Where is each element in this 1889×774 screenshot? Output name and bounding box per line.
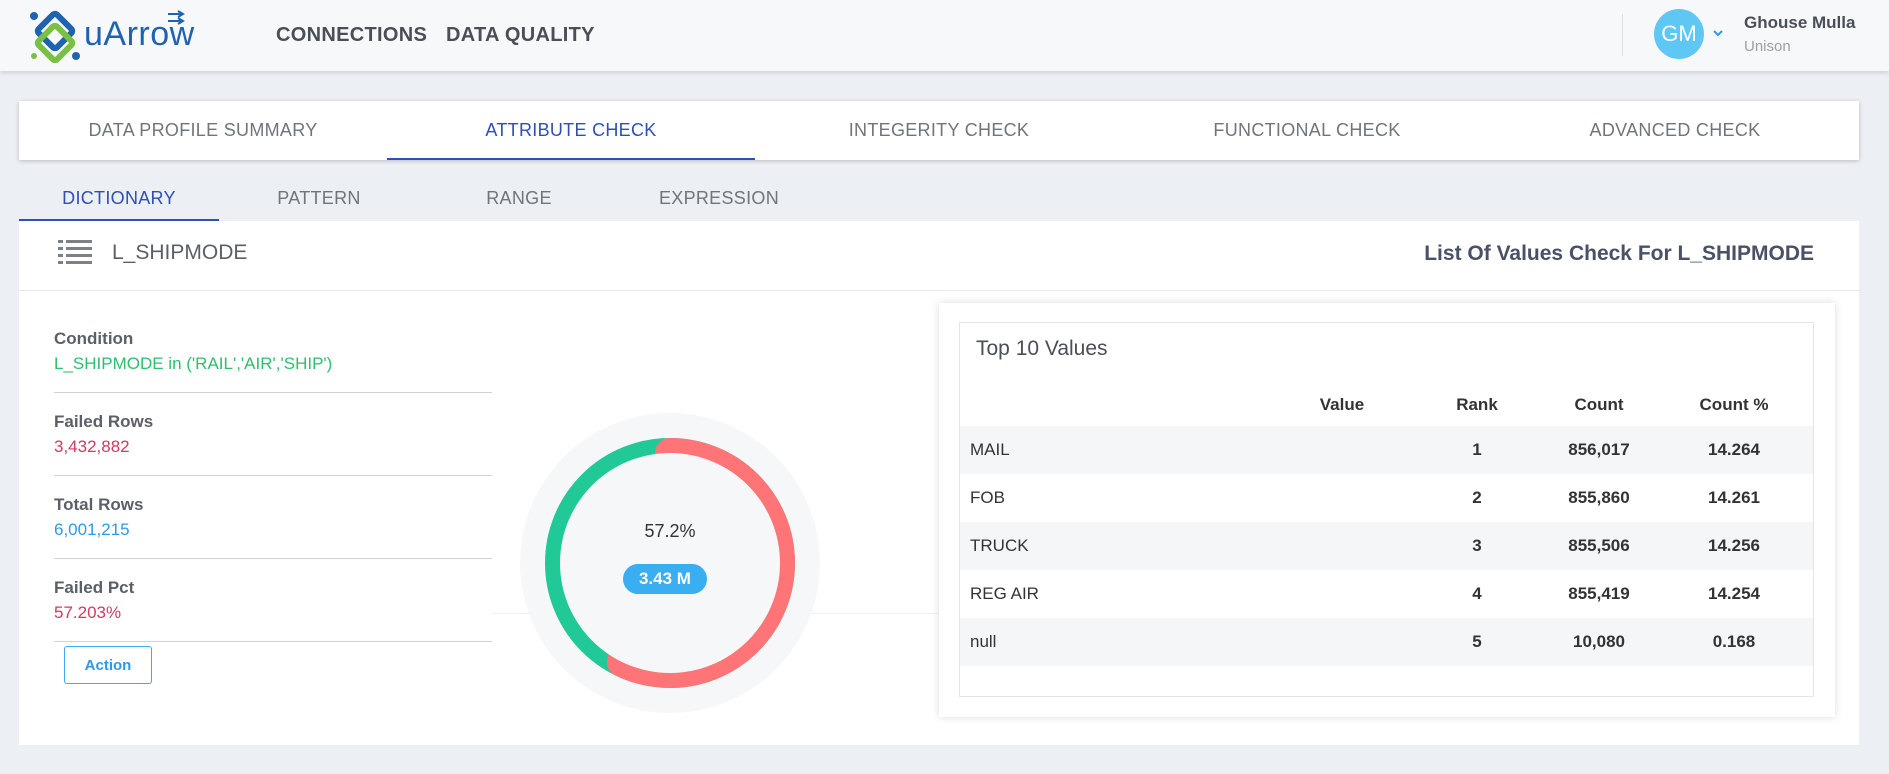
- stat-label: Failed Pct: [54, 578, 135, 597]
- chevron-down-icon[interactable]: [1711, 26, 1725, 40]
- divider: [54, 475, 492, 476]
- logo-mark-icon: [30, 10, 80, 64]
- column-header-rank[interactable]: Rank: [1456, 395, 1498, 414]
- cell-count: 855,419: [1568, 584, 1630, 603]
- table-row[interactable]: FOB 2 855,860 14.261: [960, 474, 1813, 522]
- stat-label: Total Rows: [54, 495, 144, 514]
- cell-count: 10,080: [1573, 632, 1625, 651]
- cell-value: FOB: [970, 488, 1005, 507]
- list-icon: [58, 240, 92, 264]
- cell-count-pct: 0.168: [1712, 632, 1756, 651]
- donut-percent: 57.2%: [644, 521, 696, 541]
- stat-total-rows: Total Rows 6,001,215: [54, 495, 492, 540]
- subtab-range[interactable]: RANGE: [486, 188, 552, 208]
- table-row[interactable]: TRUCK 3 855,506 14.256: [960, 522, 1813, 570]
- user-org: Unison: [1744, 38, 1791, 55]
- card-header: L_SHIPMODE List Of Values Check For L_SH…: [19, 221, 1859, 291]
- donut-center: [560, 453, 780, 673]
- column-name: L_SHIPMODE: [112, 241, 248, 264]
- divider: [54, 392, 492, 393]
- stat-failed-rows: Failed Rows 3,432,882: [54, 412, 492, 457]
- dictionary-check-card: L_SHIPMODE List Of Values Check For L_SH…: [19, 221, 1859, 745]
- cell-rank: 3: [1472, 536, 1482, 555]
- user-name: Ghouse Mulla: [1744, 13, 1856, 32]
- tab-integerity-check[interactable]: INTEGERITY CHECK: [848, 120, 1030, 140]
- cell-count-pct: 14.264: [1708, 440, 1760, 459]
- logo-arrow-icon: [168, 10, 185, 25]
- cell-count: 855,506: [1568, 536, 1630, 555]
- column-header-count-pct[interactable]: Count %: [1699, 395, 1769, 414]
- card-title: List Of Values Check For L_SHIPMODE: [1424, 242, 1814, 265]
- subtab-pattern[interactable]: PATTERN: [277, 188, 361, 208]
- nav-divider: [1622, 14, 1623, 56]
- top-values-panel: Top 10 Values Value Rank Count Count % M…: [939, 303, 1835, 717]
- nav-connections[interactable]: CONNECTIONS: [276, 24, 428, 46]
- cell-count-pct: 14.254: [1708, 584, 1760, 603]
- subtab-expression[interactable]: EXPRESSION: [658, 188, 780, 208]
- cell-rank: 4: [1472, 584, 1482, 603]
- cell-count: 855,860: [1568, 488, 1630, 507]
- stat-condition: Condition L_SHIPMODE in ('RAIL','AIR','S…: [54, 329, 492, 374]
- cell-value: MAIL: [970, 440, 1010, 459]
- failed-count-badge: 3.43 M: [623, 564, 707, 594]
- subtab-dictionary[interactable]: DICTIONARY: [19, 176, 219, 221]
- divider: [54, 641, 492, 642]
- cell-value: null: [970, 632, 997, 651]
- stat-value: 6,001,215: [54, 520, 130, 539]
- tab-data-profile-summary[interactable]: DATA PROFILE SUMMARY: [88, 120, 318, 140]
- tab-functional-check[interactable]: FUNCTIONAL CHECK: [1213, 120, 1401, 140]
- column-header-value[interactable]: Value: [1319, 395, 1365, 414]
- table-row[interactable]: REG AIR 4 855,419 14.254: [960, 570, 1813, 618]
- stat-value: 3,432,882: [54, 437, 130, 456]
- cell-value: TRUCK: [970, 536, 1029, 555]
- divider: [54, 558, 492, 559]
- cell-rank: 2: [1472, 488, 1482, 507]
- tab-advanced-check[interactable]: ADVANCED CHECK: [1589, 120, 1761, 140]
- top-navbar: uArrow CONNECTIONS DATA QUALITY GM Ghous…: [0, 0, 1889, 71]
- avatar[interactable]: GM: [1654, 9, 1704, 59]
- stat-label: Condition: [54, 329, 134, 348]
- stat-value: 57.203%: [54, 603, 122, 622]
- cell-rank: 1: [1472, 440, 1482, 459]
- nav-data-quality[interactable]: DATA QUALITY: [446, 24, 595, 46]
- top-values-table: Top 10 Values Value Rank Count Count % M…: [959, 322, 1814, 697]
- stat-value: L_SHIPMODE in ('RAIL','AIR','SHIP'): [54, 354, 333, 373]
- stat-label: Failed Rows: [54, 412, 154, 431]
- stat-failed-pct: Failed Pct 57.203%: [54, 578, 492, 623]
- column-header-count[interactable]: Count: [1574, 395, 1624, 414]
- main-tabs: DATA PROFILE SUMMARY ATTRIBUTE CHECK INT…: [19, 101, 1859, 160]
- tab-attribute-check[interactable]: ATTRIBUTE CHECK: [387, 101, 755, 160]
- action-button[interactable]: Action: [64, 646, 152, 684]
- failed-rows-donut: [515, 408, 825, 718]
- top-values-title: Top 10 Values: [976, 337, 1108, 360]
- donut-chart: [520, 413, 820, 713]
- cell-count-pct: 14.256: [1708, 536, 1760, 555]
- table-row[interactable]: null 5 10,080 0.168: [960, 618, 1813, 666]
- cell-value: REG AIR: [970, 584, 1039, 603]
- cell-count-pct: 14.261: [1708, 488, 1760, 507]
- cell-rank: 5: [1472, 632, 1482, 651]
- uarrow-logo[interactable]: uArrow: [28, 8, 198, 64]
- cell-count: 856,017: [1568, 440, 1630, 459]
- table-row[interactable]: MAIL 1 856,017 14.264: [960, 426, 1813, 474]
